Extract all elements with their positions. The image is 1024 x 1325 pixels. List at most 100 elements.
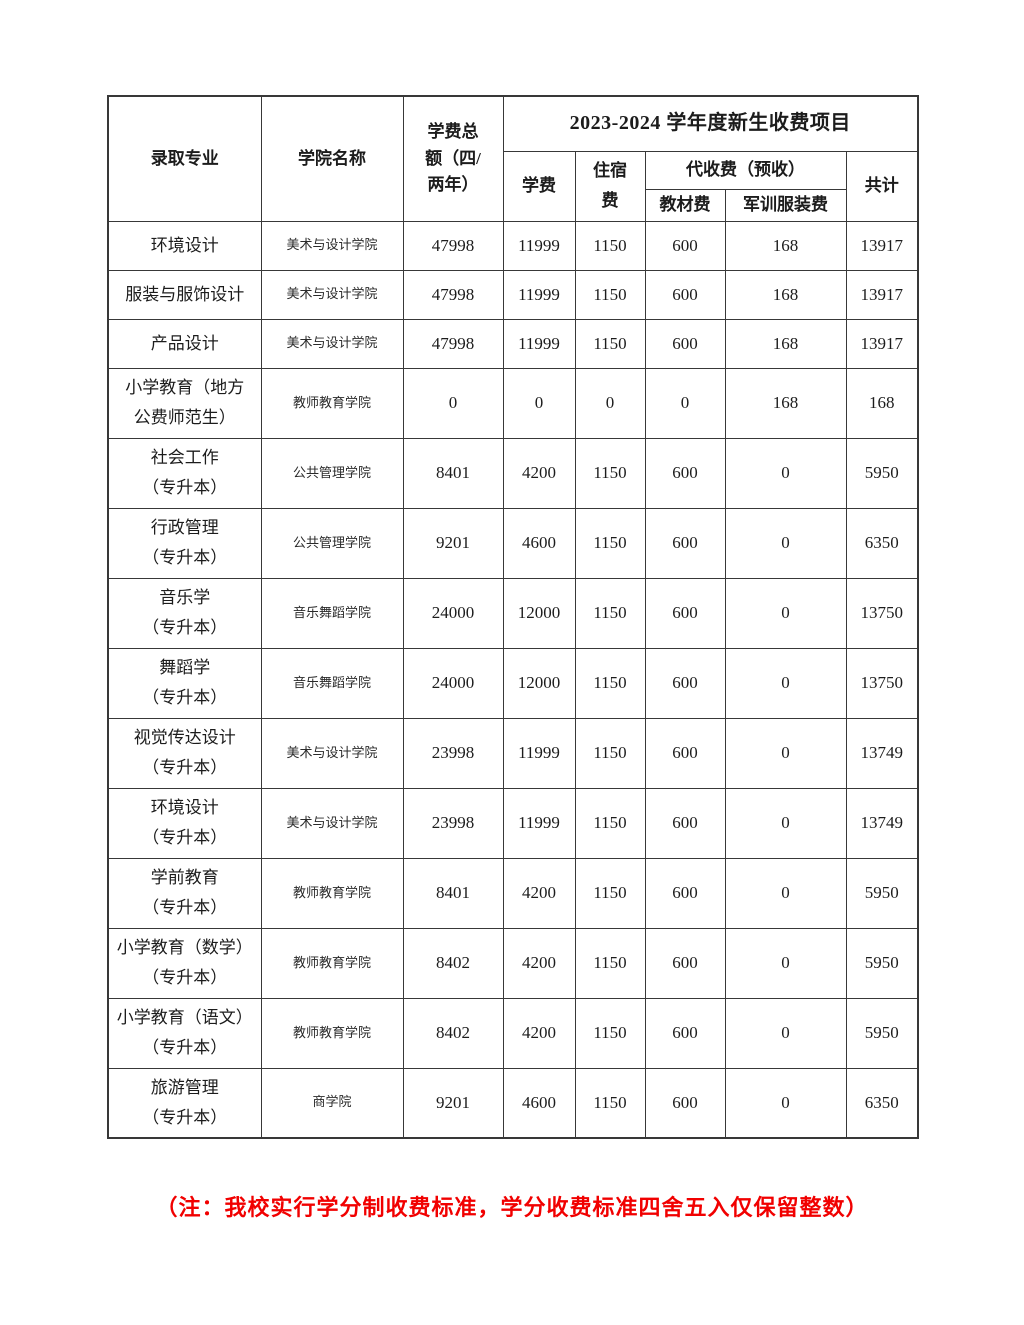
table-row: 小学教育（语文） （专升本） 教师教育学院 8402 4200 1150 600…	[107, 997, 919, 1069]
table-row: 产品设计 美术与设计学院 47998 11999 1150 600 168 13…	[107, 318, 919, 369]
cell-sum: 13750	[845, 577, 919, 649]
cell-accommodation: 1150	[574, 269, 646, 320]
cell-accommodation: 1150	[574, 997, 646, 1069]
cell-total: 8401	[402, 857, 504, 929]
cell-textbook: 600	[644, 647, 726, 719]
col-header-textbook: 教材费	[644, 188, 726, 222]
cell-major: 服装与服饰设计	[107, 269, 262, 320]
cell-accommodation: 1150	[574, 437, 646, 509]
cell-tuition: 4600	[502, 507, 576, 579]
cell-tuition: 4200	[502, 437, 576, 509]
table-row: 舞蹈学 （专升本） 音乐舞蹈学院 24000 12000 1150 600 0 …	[107, 647, 919, 719]
cell-total: 0	[402, 367, 504, 439]
cell-military: 0	[724, 927, 847, 999]
header-row-2: 学费 住宿 费 代收费（预收） 共计	[108, 150, 919, 222]
table-row: 社会工作 （专升本） 公共管理学院 8401 4200 1150 600 0 5…	[107, 437, 919, 509]
cell-textbook: 600	[644, 437, 726, 509]
cell-major: 视觉传达设计 （专升本）	[107, 717, 262, 789]
cell-textbook: 600	[644, 318, 726, 369]
cell-textbook: 0	[644, 367, 726, 439]
cell-total: 8402	[402, 927, 504, 999]
cell-sum: 13749	[845, 717, 919, 789]
cell-textbook: 600	[644, 577, 726, 649]
cell-sum: 13749	[845, 787, 919, 859]
cell-tuition: 4200	[502, 927, 576, 999]
cell-textbook: 600	[644, 269, 726, 320]
cell-tuition: 11999	[502, 269, 576, 320]
cell-sum: 5950	[845, 437, 919, 509]
cell-total: 47998	[402, 269, 504, 320]
cell-accommodation: 1150	[574, 787, 646, 859]
cell-sum: 6350	[845, 1067, 919, 1139]
col-header-major: 录取专业	[107, 95, 262, 222]
cell-total: 9201	[402, 507, 504, 579]
cell-sum: 5950	[845, 997, 919, 1069]
cell-accommodation: 0	[574, 367, 646, 439]
cell-military: 168	[724, 269, 847, 320]
cell-major: 社会工作 （专升本）	[107, 437, 262, 509]
cell-textbook: 600	[644, 927, 726, 999]
cell-tuition: 4200	[502, 857, 576, 929]
cell-accommodation: 1150	[574, 927, 646, 999]
cell-accommodation: 1150	[574, 220, 646, 271]
cell-college: 美术与设计学院	[260, 269, 404, 320]
cell-textbook: 600	[644, 717, 726, 789]
header-row-3: 教材费 军训服装费	[108, 188, 918, 222]
cell-major: 产品设计	[107, 318, 262, 369]
cell-military: 168	[724, 318, 847, 369]
cell-total: 9201	[402, 1067, 504, 1139]
cell-tuition: 11999	[502, 318, 576, 369]
cell-college: 美术与设计学院	[260, 220, 404, 271]
cell-sum: 13750	[845, 647, 919, 719]
cell-tuition: 11999	[502, 787, 576, 859]
cell-total: 23998	[402, 717, 504, 789]
cell-total: 47998	[402, 220, 504, 271]
table-row: 学前教育 （专升本） 教师教育学院 8401 4200 1150 600 0 5…	[107, 857, 919, 929]
cell-college: 教师教育学院	[260, 927, 404, 999]
cell-college: 美术与设计学院	[260, 318, 404, 369]
header-row-1: 录取专业 学院名称 学费总 额（四/ 两年） 2023-2024 学年度新生收费…	[107, 95, 919, 222]
cell-college: 美术与设计学院	[260, 787, 404, 859]
cell-total: 24000	[402, 647, 504, 719]
table-row: 音乐学 （专升本） 音乐舞蹈学院 24000 12000 1150 600 0 …	[107, 577, 919, 649]
cell-college: 美术与设计学院	[260, 717, 404, 789]
cell-textbook: 600	[644, 857, 726, 929]
cell-military: 0	[724, 647, 847, 719]
table-row: 环境设计 美术与设计学院 47998 11999 1150 600 168 13…	[107, 220, 919, 271]
cell-military: 0	[724, 507, 847, 579]
cell-major: 小学教育（地方 公费师范生）	[107, 367, 262, 439]
col-header-collect-group: 代收费（预收）	[644, 150, 847, 190]
cell-major: 小学教育（语文） （专升本）	[107, 997, 262, 1069]
cell-college: 教师教育学院	[260, 857, 404, 929]
cell-major: 环境设计 （专升本）	[107, 787, 262, 859]
table-row: 环境设计 （专升本） 美术与设计学院 23998 11999 1150 600 …	[107, 787, 919, 859]
col-header-military: 军训服装费	[724, 188, 847, 222]
table-row: 旅游管理 （专升本） 商学院 9201 4600 1150 600 0 6350	[107, 1067, 919, 1139]
fee-table: 录取专业 学院名称 学费总 额（四/ 两年） 2023-2024 学年度新生收费…	[107, 95, 920, 1139]
cell-major: 环境设计	[107, 220, 262, 271]
cell-textbook: 600	[644, 507, 726, 579]
cell-textbook: 600	[644, 1067, 726, 1139]
cell-college: 音乐舞蹈学院	[260, 647, 404, 719]
cell-military: 0	[724, 577, 847, 649]
cell-college: 商学院	[260, 1067, 404, 1139]
cell-sum: 5950	[845, 857, 919, 929]
cell-total: 24000	[402, 577, 504, 649]
header-group-title: 2023-2024 学年度新生收费项目	[502, 95, 919, 152]
cell-sum: 5950	[845, 927, 919, 999]
cell-college: 公共管理学院	[260, 437, 404, 509]
cell-tuition: 12000	[502, 577, 576, 649]
cell-major: 旅游管理 （专升本）	[107, 1067, 262, 1139]
table-row: 小学教育（地方 公费师范生） 教师教育学院 0 0 0 0 168 168	[107, 367, 919, 439]
table-row: 视觉传达设计 （专升本） 美术与设计学院 23998 11999 1150 60…	[107, 717, 919, 789]
cell-military: 0	[724, 437, 847, 509]
cell-sum: 6350	[845, 507, 919, 579]
cell-accommodation: 1150	[574, 857, 646, 929]
cell-total: 8402	[402, 997, 504, 1069]
fee-table-container: 录取专业 学院名称 学费总 额（四/ 两年） 2023-2024 学年度新生收费…	[107, 95, 920, 1139]
cell-military: 0	[724, 787, 847, 859]
table-row: 小学教育（数学） （专升本） 教师教育学院 8402 4200 1150 600…	[107, 927, 919, 999]
cell-sum: 13917	[845, 318, 919, 369]
cell-military: 0	[724, 1067, 847, 1139]
cell-college: 公共管理学院	[260, 507, 404, 579]
